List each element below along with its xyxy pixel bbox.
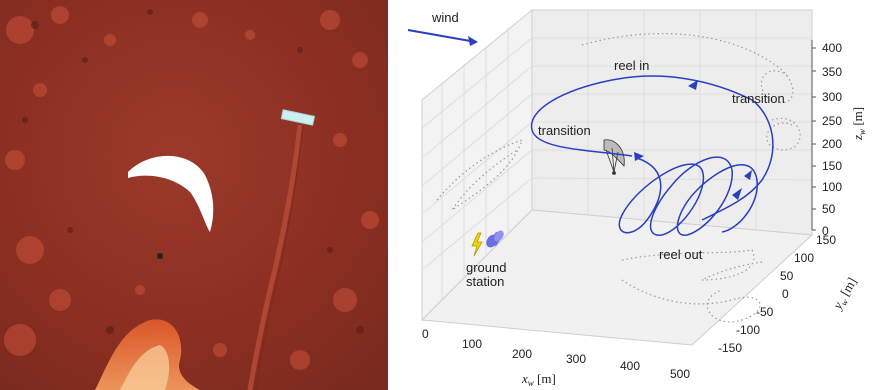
ground-station-label-1: ground [466, 260, 506, 275]
transition-right-label: transition [732, 91, 785, 106]
x-tick-label: 100 [462, 337, 482, 351]
kite-control-unit [157, 253, 163, 259]
flight-trajectory [530, 75, 774, 236]
ground-station [471, 230, 504, 257]
z-tick-label: 200 [822, 137, 842, 151]
y-tick-label: 150 [816, 233, 836, 247]
grid [421, 10, 813, 300]
lightning-icon [471, 232, 483, 257]
aerial-photo [0, 0, 388, 390]
x-axis-label: xw [m] [521, 371, 556, 388]
z-tick-label: 250 [822, 114, 842, 128]
y-tick-label: 0 [782, 287, 789, 301]
y-tick-label: 100 [794, 251, 814, 265]
x-tick-label: 200 [512, 347, 532, 361]
z-tick-label: 400 [822, 41, 842, 55]
z-tick-label: 0 [822, 224, 829, 238]
z-tick-label: 100 [822, 180, 842, 194]
kite-canopy [128, 155, 214, 232]
y-axis-label: yw [m] [829, 275, 862, 315]
reel-out-label: reel out [659, 247, 703, 262]
x-tick-label: 400 [620, 359, 640, 373]
transition-left-label: transition [538, 123, 591, 138]
y-tick-label: -50 [756, 305, 774, 319]
x-tick-label: 0 [422, 327, 429, 341]
x-tick-label: 300 [566, 352, 586, 366]
wind-label: wind [431, 10, 459, 25]
terrain-dark-spots [22, 9, 364, 334]
z-tick-label: 350 [822, 65, 842, 79]
y-tick-label: 50 [780, 269, 794, 283]
y-ticks: 150 100 50 0 -50 -100 -150 [718, 233, 836, 355]
z-tick-label: 300 [822, 90, 842, 104]
ground-station-marker [280, 109, 316, 126]
reel-in-label: reel in [614, 58, 649, 73]
z-axis-label: zw [m] [850, 107, 867, 141]
ground-station-label-2: station [466, 274, 504, 289]
y-tick-label: -100 [736, 323, 760, 337]
z-tick-label: 50 [822, 202, 836, 216]
tether-line [247, 124, 303, 390]
floor-pane [420, 209, 814, 346]
x-ticks: 0 100 200 300 400 500 [422, 327, 690, 381]
wind-arrow [407, 29, 478, 46]
kite-icon [603, 139, 625, 175]
z-ticks: 400 350 300 250 200 150 100 50 0 [822, 41, 842, 238]
terrain-texture [4, 6, 379, 370]
y-tick-label: -150 [718, 341, 742, 355]
trajectory-projections [436, 33, 801, 323]
z-axis [811, 40, 816, 231]
trajectory-diagram: wind reel in transition transition reel … [407, 8, 867, 388]
z-tick-label: 150 [822, 159, 842, 173]
x-tick-label: 500 [670, 367, 690, 381]
